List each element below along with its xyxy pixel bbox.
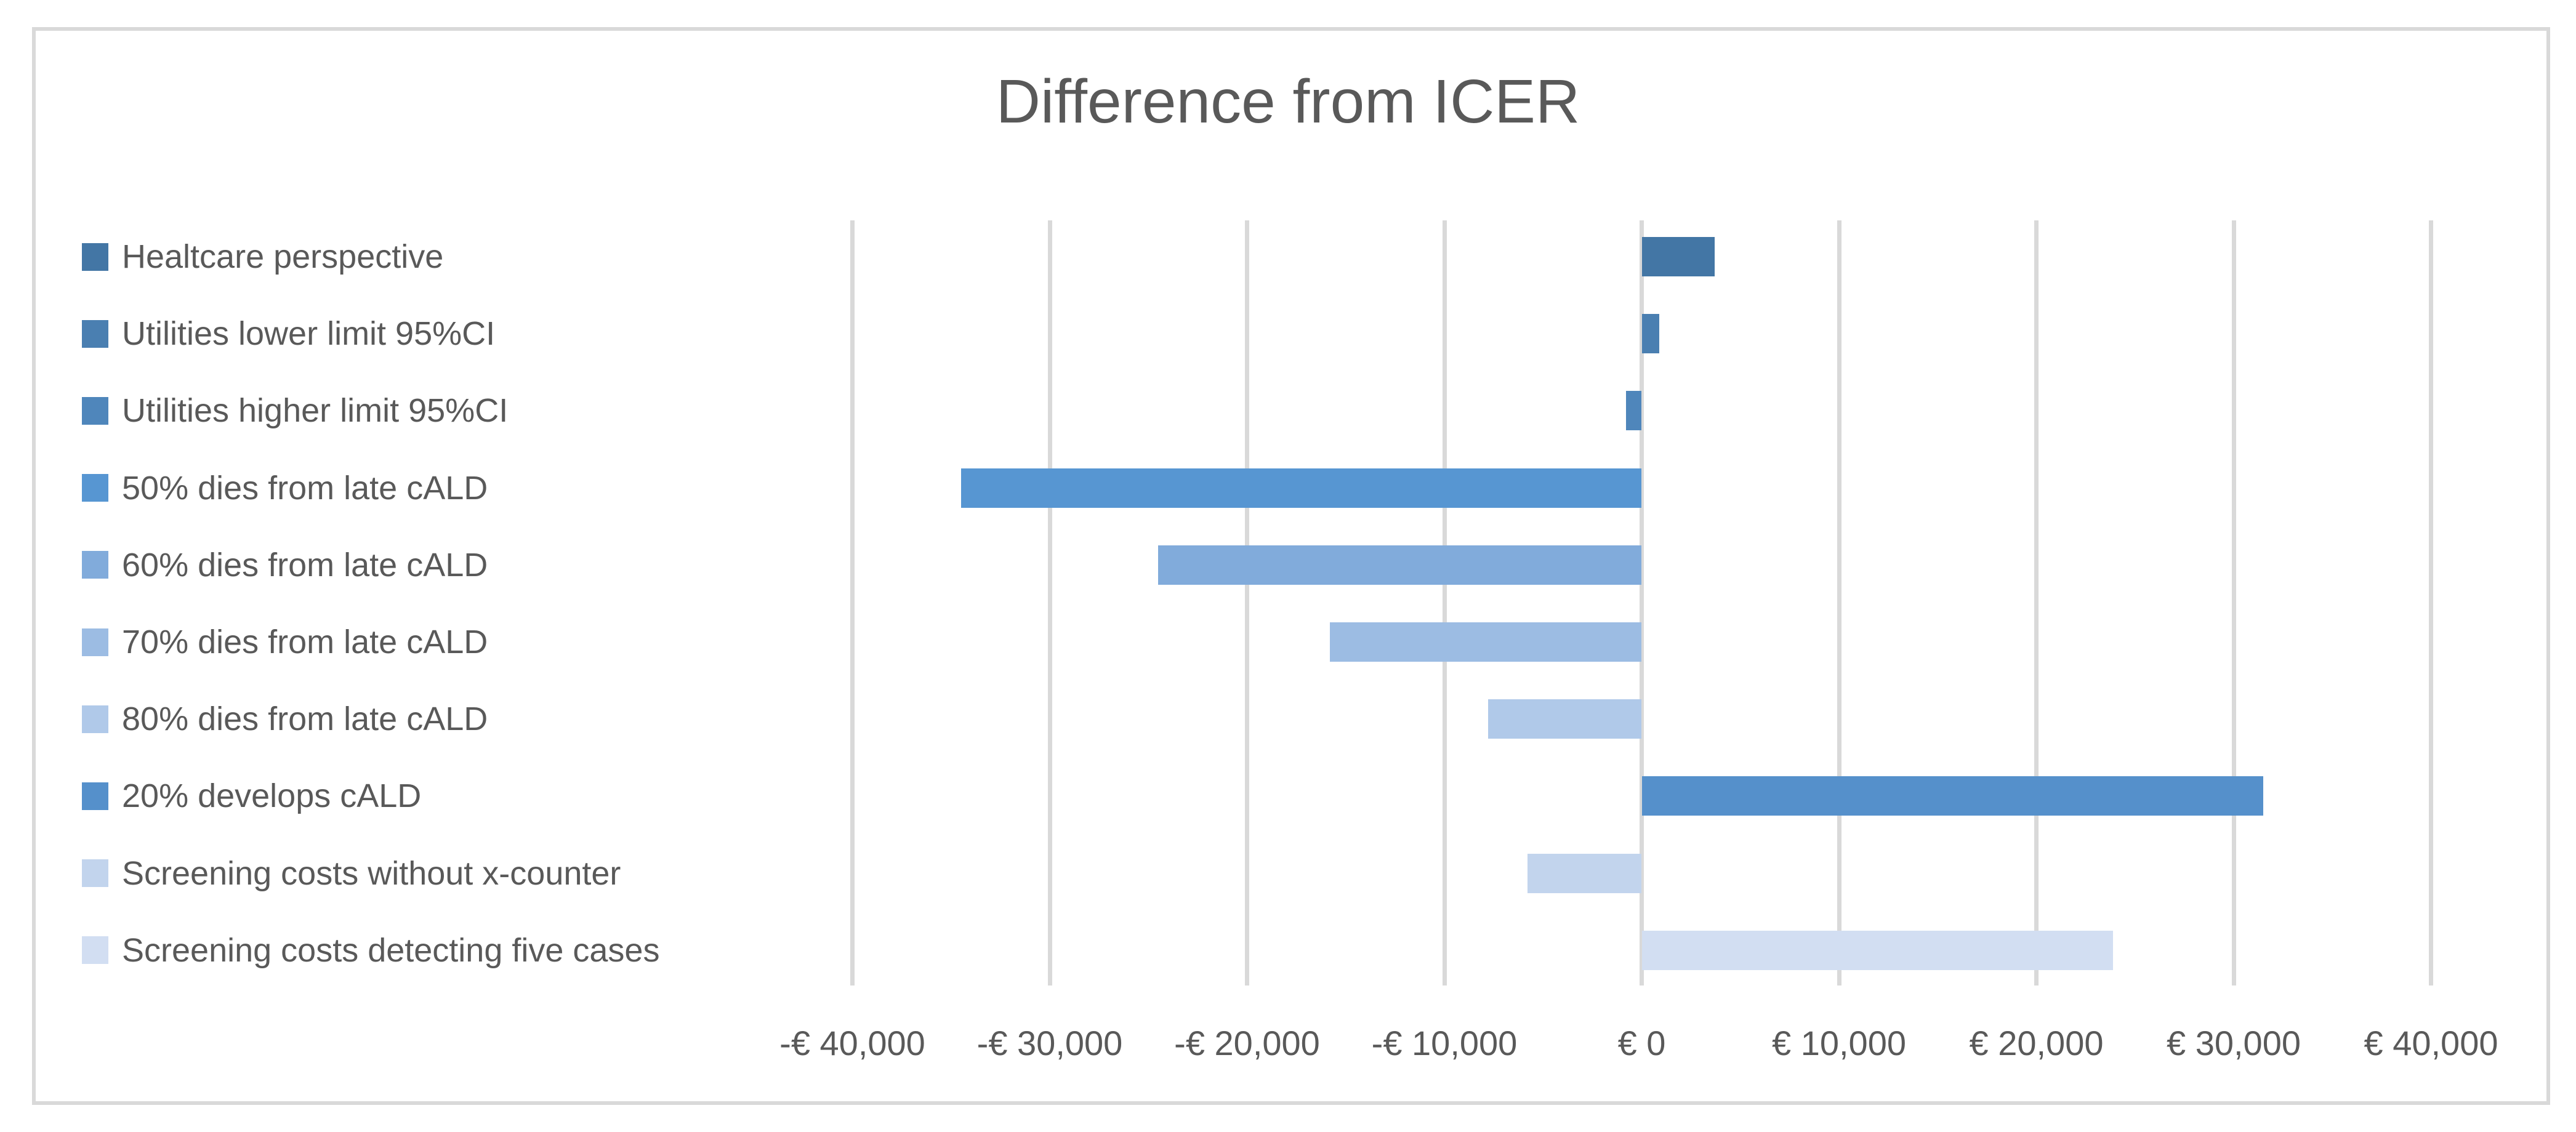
legend-item: Utilities higher limit 95%CI <box>82 392 509 430</box>
bar <box>1641 930 2114 970</box>
bar <box>1641 314 1660 354</box>
legend-swatch <box>82 628 108 656</box>
gridline <box>1442 220 1447 985</box>
legend-label: Screening costs detecting five cases <box>122 931 660 969</box>
legend-item: 20% develops cALD <box>82 777 422 815</box>
legend-swatch <box>82 474 108 502</box>
legend-label: Utilities higher limit 95%CI <box>122 392 509 430</box>
x-axis-label: € 30,000 <box>2167 1024 2301 1062</box>
gridline <box>2429 220 2433 985</box>
gridline <box>850 220 855 985</box>
legend-item: Screening costs without x-counter <box>82 854 621 892</box>
x-axis-label: € 20,000 <box>1969 1024 2104 1062</box>
bar <box>1487 699 1642 739</box>
legend-swatch <box>82 551 108 579</box>
gridline <box>1047 220 1052 985</box>
bar <box>1527 853 1642 893</box>
legend-swatch <box>82 936 108 965</box>
legend-item: Healtcare perspective <box>82 238 444 275</box>
legend-swatch <box>82 319 108 348</box>
gridline <box>1640 220 1644 985</box>
legend-label: 50% dies from late cALD <box>122 469 488 507</box>
bar <box>1641 776 2264 816</box>
legend-item: 80% dies from late cALD <box>82 700 488 738</box>
gridline <box>1837 220 1841 985</box>
legend: Healtcare perspective Utilities lower lim… <box>0 0 850 1132</box>
legend-label: 80% dies from late cALD <box>122 700 488 738</box>
legend-swatch <box>82 243 108 271</box>
legend-swatch <box>82 396 108 425</box>
legend-item: 60% dies from late cALD <box>82 546 488 584</box>
gridline <box>1245 220 1249 985</box>
x-axis-label: -€ 20,000 <box>1174 1024 1320 1062</box>
bar <box>1641 237 1715 276</box>
x-axis-label: € 0 <box>1617 1024 1666 1062</box>
bar <box>1158 545 1642 585</box>
legend-item: 50% dies from late cALD <box>82 469 488 507</box>
legend-label: Screening costs without x-counter <box>122 854 621 892</box>
chart-title: Difference from ICER <box>996 67 1580 136</box>
gridline <box>2231 220 2236 985</box>
bar <box>1625 391 1642 431</box>
legend-item: 70% dies from late cALD <box>82 624 488 660</box>
legend-label: 20% develops cALD <box>122 777 422 815</box>
gridline <box>2034 220 2039 985</box>
legend-label: 60% dies from late cALD <box>122 546 488 584</box>
x-axis-label: € 10,000 <box>1772 1024 1906 1062</box>
legend-label: 70% dies from late cALD <box>122 624 488 660</box>
legend-label: Healtcare perspective <box>122 238 444 275</box>
legend-swatch <box>82 859 108 888</box>
x-axis-label: -€ 10,000 <box>1371 1024 1518 1062</box>
legend-label: Utilities lower limit 95%CI <box>122 315 496 353</box>
x-axis-label: -€ 30,000 <box>976 1024 1123 1062</box>
legend-swatch <box>82 705 108 733</box>
x-axis-label: -€ 40,000 <box>779 1024 925 1062</box>
legend-swatch <box>82 782 108 810</box>
bar <box>1330 622 1642 662</box>
bar <box>960 468 1642 508</box>
x-axis-label: € 40,000 <box>2364 1024 2498 1062</box>
legend-item: Screening costs detecting five cases <box>82 931 660 969</box>
legend-item: Utilities lower limit 95%CI <box>82 315 496 353</box>
